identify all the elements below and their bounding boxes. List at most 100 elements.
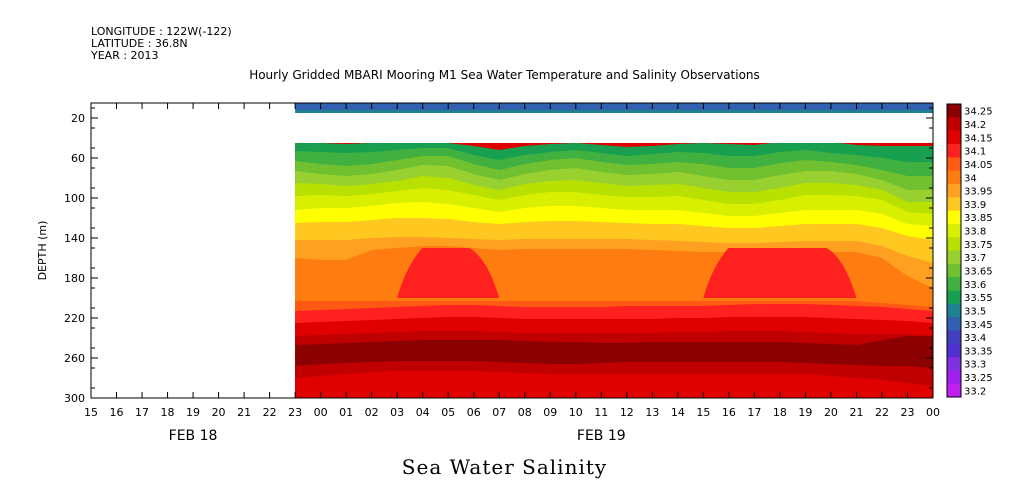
colorbar-swatch (947, 197, 961, 212)
x-tick-label: 08 (518, 406, 532, 419)
y-tick-label: 20 (71, 112, 85, 125)
colorbar-label: 33.6 (964, 280, 986, 291)
colorbar-swatch (947, 210, 961, 225)
salinity-maximum (397, 248, 500, 298)
colorbar-frame (946, 103, 962, 398)
x-tick-label: 04 (416, 406, 430, 419)
colorbar-swatch (947, 183, 961, 198)
x-tick-label: 17 (135, 406, 149, 419)
colorbar-label: 34 (964, 173, 977, 184)
x-tick-label: 07 (492, 406, 506, 419)
x-tick-label: 15 (84, 406, 98, 419)
chart-title: Hourly Gridded MBARI Mooring M1 Sea Wate… (249, 68, 760, 82)
x-tick-label: 02 (365, 406, 379, 419)
colorbar-label: 33.65 (964, 266, 993, 277)
x-tick-label: 17 (747, 406, 761, 419)
x-tick-label: 00 (314, 406, 328, 419)
colorbar-swatch (947, 303, 961, 318)
colorbar-swatch (947, 357, 961, 371)
y-tick-label: 60 (71, 152, 85, 165)
colorbar-label: 34.2 (964, 120, 986, 131)
x-tick-label: 03 (390, 406, 404, 419)
x-tick-label: 19 (186, 406, 200, 419)
colorbar-label: 33.95 (964, 187, 993, 198)
colorbar-label: 33.45 (964, 320, 993, 331)
day-label: FEB 18 (169, 428, 218, 444)
colorbar-label: 34.1 (964, 147, 986, 158)
surface-band-edge (295, 110, 933, 113)
colorbar-label: 33.85 (964, 213, 993, 224)
colorbar-swatch (947, 237, 961, 251)
y-axis-label: DEPTH (m) (36, 221, 49, 281)
longitude-label: LONGITUDE : 122W(-122) (91, 25, 232, 38)
colorbar-label: 33.8 (964, 227, 986, 238)
colorbar-label: 33.55 (964, 293, 993, 304)
x-tick-label: 09 (543, 406, 557, 419)
colorbar-swatch (947, 130, 961, 145)
colorbar-swatch (947, 104, 961, 118)
colorbar-swatch (947, 157, 961, 172)
colorbar-label: 34.25 (964, 107, 993, 118)
colorbar-swatch (947, 370, 961, 385)
colorbar-label: 34.15 (964, 133, 993, 144)
x-tick-label: 19 (798, 406, 812, 419)
x-tick-label: 06 (467, 406, 481, 419)
x-tick-label: 21 (849, 406, 863, 419)
x-tick-label: 12 (620, 406, 634, 419)
colorbar-swatch (947, 290, 961, 305)
colorbar-label: 33.35 (964, 346, 993, 357)
colorbar-label: 33.9 (964, 200, 986, 211)
colorbar-label: 33.5 (964, 306, 986, 317)
x-tick-label: 22 (263, 406, 277, 419)
x-tick-label: 00 (926, 406, 940, 419)
colorbar-swatch (947, 343, 961, 358)
x-tick-label: 14 (671, 406, 685, 419)
x-tick-label: 23 (288, 406, 302, 419)
colorbar-label: 33.4 (964, 333, 986, 344)
chart-subtitle: Sea Water Salinity (401, 455, 608, 479)
colorbar-label: 33.2 (964, 386, 986, 397)
x-tick-label: 18 (773, 406, 787, 419)
colorbar-label: 33.3 (964, 360, 986, 371)
colorbar-label: 33.75 (964, 240, 993, 251)
y-tick-label: 300 (64, 392, 85, 405)
x-tick-label: 15 (696, 406, 710, 419)
year-label: YEAR : 2013 (91, 49, 159, 62)
x-tick-label: 16 (110, 406, 124, 419)
latitude-label: LATITUDE : 36.8N (91, 37, 188, 50)
colorbar-swatch (947, 170, 961, 185)
x-tick-label: 18 (161, 406, 175, 419)
x-tick-label: 23 (900, 406, 914, 419)
x-tick-label: 01 (339, 406, 353, 419)
x-tick-label: 16 (722, 406, 736, 419)
day-label: FEB 19 (577, 428, 626, 444)
y-tick-label: 260 (64, 352, 85, 365)
x-tick-label: 20 (212, 406, 226, 419)
colorbar-label: 33.7 (964, 253, 986, 264)
colorbar-swatch (947, 383, 961, 398)
colorbar-swatch (947, 277, 961, 291)
y-tick-label: 140 (64, 232, 85, 245)
plot-frame (90, 102, 934, 399)
x-tick-label: 13 (645, 406, 659, 419)
y-tick-label: 180 (64, 272, 85, 285)
colorbar-label: 33.25 (964, 373, 993, 384)
x-tick-label: 11 (594, 406, 608, 419)
colorbar-swatch (947, 143, 961, 158)
colorbar-swatch (947, 317, 961, 331)
colorbar-swatch (947, 117, 961, 132)
surface-band (295, 103, 933, 110)
salinity-maximum (703, 248, 857, 298)
colorbar-swatch (947, 223, 961, 238)
x-tick-label: 21 (237, 406, 251, 419)
colorbar-swatch (947, 263, 961, 278)
colorbar-swatch (947, 330, 961, 345)
y-tick-label: 220 (64, 312, 85, 325)
x-tick-label: 05 (441, 406, 455, 419)
colorbar-label: 34.05 (964, 160, 993, 171)
x-tick-label: 22 (875, 406, 889, 419)
salinity-layer-34.15 (295, 371, 934, 398)
y-tick-label: 100 (64, 192, 85, 205)
colorbar-swatch (947, 250, 961, 265)
